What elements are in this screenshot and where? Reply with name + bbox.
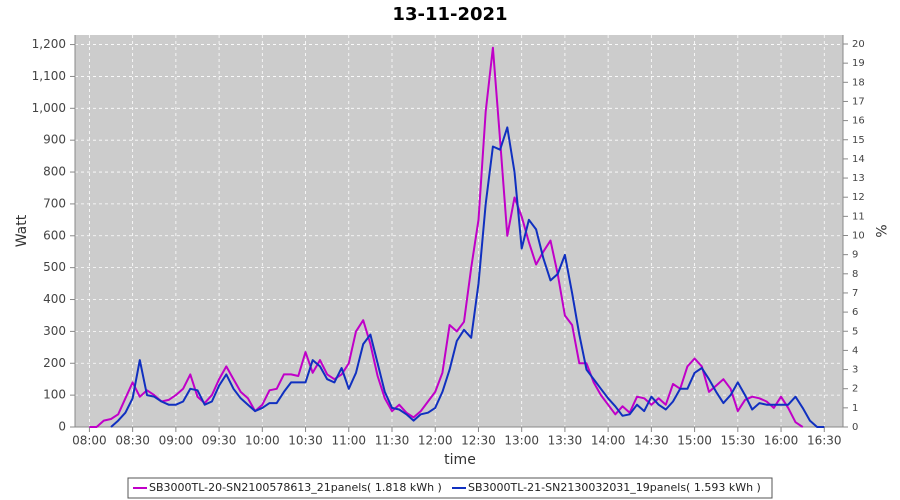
y-tick-label: 600 [43,228,66,242]
legend-label: SB3000TL-21-SN2130032031_19panels( 1.593… [468,481,761,494]
chart-title: 13-11-2021 [392,4,507,25]
legend-label: SB3000TL-20-SN2100578613_21panels( 1.818… [149,481,442,494]
x-tick-label: 09:00 [159,434,194,448]
y2-tick-label: 6 [852,307,858,318]
y2-tick-label: 20 [852,39,865,50]
y-tick-label: 300 [43,324,66,338]
y-tick-label: 700 [43,196,66,210]
y-tick-label: 800 [43,165,66,179]
x-tick-label: 11:30 [375,434,410,448]
x-tick-label: 16:30 [807,434,842,448]
y2-tick-label: 10 [852,231,865,242]
y2-tick-label: 7 [852,288,858,299]
x-tick-label: 11:00 [331,434,366,448]
x-tick-label: 12:00 [418,434,453,448]
x-tick-label: 10:00 [245,434,280,448]
y2-tick-label: 8 [852,269,858,280]
y2-tick-label: 14 [852,154,865,165]
x-tick-label: 13:30 [548,434,583,448]
y2-tick-label: 5 [852,326,858,337]
y-tick-label: 1,200 [32,37,66,51]
y2-tick-label: 9 [852,250,858,261]
x-tick-label: 10:30 [288,434,323,448]
y2-tick-label: 16 [852,116,865,127]
y2-axis-title: % [872,224,888,237]
x-tick-label: 14:30 [634,434,669,448]
y2-tick-label: 19 [852,58,865,69]
y-tick-label: 0 [58,420,66,434]
y2-tick-label: 12 [852,192,865,203]
y2-tick-label: 4 [852,345,858,356]
y-tick-label: 900 [43,133,66,147]
x-tick-label: 15:00 [677,434,712,448]
x-tick-label: 16:00 [764,434,799,448]
x-tick-label: 09:30 [202,434,237,448]
x-tick-label: 13:00 [504,434,539,448]
y2-tick-label: 11 [852,211,865,222]
series-line [110,126,825,428]
x-tick-label: 08:00 [72,434,107,448]
y2-tick-label: 18 [852,77,865,88]
y2-tick-label: 15 [852,135,865,146]
legend [127,477,773,499]
y-tick-label: 400 [43,292,66,306]
plot-area [75,35,843,427]
y2-tick-label: 1 [852,403,858,414]
y2-tick-label: 2 [852,384,858,395]
y-tick-label: 1,000 [32,101,66,115]
x-axis-title: time [444,452,476,468]
y2-tick-label: 3 [852,365,858,376]
y2-tick-label: 13 [852,173,865,184]
y-axis-title: Watt [14,214,30,247]
x-tick-label: 08:30 [115,434,150,448]
y-tick-label: 1,100 [32,69,66,83]
x-tick-label: 15:30 [721,434,756,448]
y-tick-label: 100 [43,388,66,402]
series-line [89,46,804,428]
y2-tick-label: 17 [852,96,865,107]
y2-tick-label: 0 [852,422,858,433]
x-tick-label: 14:00 [591,434,626,448]
x-tick-label: 12:30 [461,434,496,448]
y-tick-label: 200 [43,356,66,370]
y-tick-label: 500 [43,260,66,274]
